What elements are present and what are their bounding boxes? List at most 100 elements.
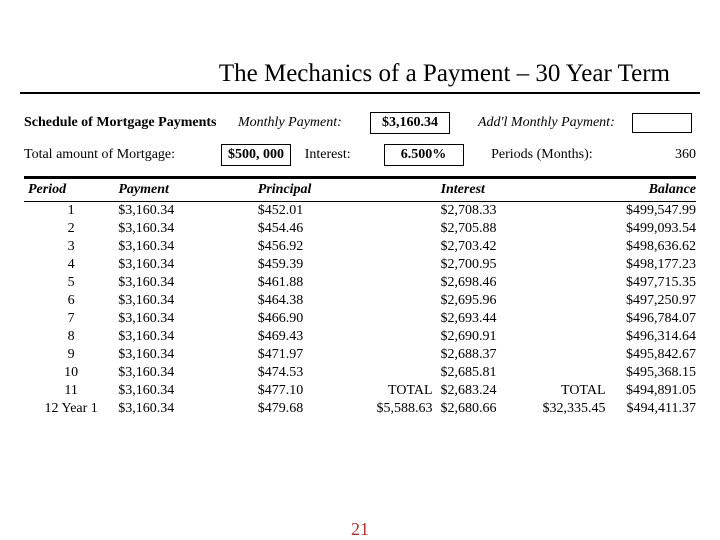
page-number: 21 [351,519,369,540]
interest-value: 6.500% [384,144,464,166]
cell-payment: $3,160.34 [118,329,257,345]
table-row: 10$3,160.34$474.53$2,685.81$495,368.15 [24,364,696,382]
table-row: 1$3,160.34$452.01$2,708.33$499,547.99 [24,202,696,220]
cell-balance: $495,368.15 [614,365,696,381]
cell-principal: $474.53 [258,365,366,381]
cell-total-interest [537,293,614,309]
cell-total-interest [537,221,614,237]
monthly-payment-label: Monthly Payment: [238,115,356,131]
table-row: 7$3,160.34$466.90 $2,693.44 $496,784.07 [24,310,696,328]
cell-total-interest [537,347,614,363]
cell-period: 3 [24,239,118,255]
cell-principal: $471.97 [258,347,366,363]
cell-period: 12 Year 1 [24,401,118,417]
cell-total-interest [537,275,614,291]
table-row: 12 Year 1$3,160.34$479.68$5,588.63$2,680… [24,400,696,418]
cell-total-principal [366,203,441,219]
cell-interest: $2,680.66 [441,401,537,417]
col-interest: Interest [441,182,537,198]
schedule-label: Schedule of Mortgage Payments [24,115,210,131]
page-title: The Mechanics of a Payment – 30 Year Ter… [20,0,700,94]
meta-section: Schedule of Mortgage Payments Monthly Pa… [24,112,696,166]
cell-principal: $469.43 [258,329,366,345]
col-balance: Balance [614,182,696,198]
cell-interest: $2,685.81 [441,365,537,381]
cell-total-principal [366,329,441,345]
interest-label: Interest: [305,147,384,163]
col-spacer-2 [537,182,614,198]
cell-balance: $494,411.37 [614,401,696,417]
addl-payment-label: Add'l Monthly Payment: [478,115,618,131]
cell-interest: $2,690.91 [441,329,537,345]
cell-total-principal [366,365,441,381]
table-row: 9$3,160.34$471.97 $2,688.37 $495,842.67 [24,346,696,364]
cell-period: 10 [24,365,118,381]
table-row: 4$3,160.34$459.39$2,700.95$498,177.23 [24,256,696,274]
cell-total-interest [537,311,614,327]
cell-total-principal [366,221,441,237]
cell-total-interest: TOTAL [537,383,614,399]
cell-principal: $477.10 [258,383,366,399]
cell-interest: $2,693.44 [441,311,537,327]
cell-total-interest [537,257,614,273]
table-row: 3$3,160.34$456.92$2,703.42$498,636.62 [24,238,696,256]
table-row: 2$3,160.34$454.46$2,705.88$499,093.54 [24,220,696,238]
col-spacer-1 [366,182,441,198]
meta-row-2: Total amount of Mortgage: $500, 000 Inte… [24,144,696,166]
cell-period: 2 [24,221,118,237]
cell-total-principal: TOTAL [366,383,441,399]
cell-total-principal [366,275,441,291]
cell-principal: $464.38 [258,293,366,309]
col-payment: Payment [118,182,257,198]
periods-value: 360 [637,147,696,163]
table-row: 8$3,160.34$469.43$2,690.91$496,314.64 [24,328,696,346]
cell-principal: $456.92 [258,239,366,255]
cell-payment: $3,160.34 [118,347,257,363]
cell-period: 7 [24,311,118,327]
cell-period: 9 [24,347,118,363]
cell-principal: $461.88 [258,275,366,291]
cell-total-principal [366,347,441,363]
cell-balance: $495,842.67 [614,347,696,363]
table-row: 6$3,160.34$464.38 $2,695.96 $497,250.97 [24,292,696,310]
cell-payment: $3,160.34 [118,221,257,237]
cell-period: 6 [24,293,118,309]
cell-total-principal: $5,588.63 [366,401,441,417]
cell-total-principal [366,257,441,273]
cell-total-interest [537,329,614,345]
cell-interest: $2,698.46 [441,275,537,291]
cell-balance: $499,093.54 [614,221,696,237]
meta-row-1: Schedule of Mortgage Payments Monthly Pa… [24,112,696,134]
cell-period: 11 [24,383,118,399]
cell-payment: $3,160.34 [118,275,257,291]
cell-period: 8 [24,329,118,345]
cell-balance: $497,250.97 [614,293,696,309]
col-principal: Principal [258,182,366,198]
cell-period: 4 [24,257,118,273]
table-header: Period Payment Principal Interest Balanc… [24,176,696,202]
total-mortgage-label: Total amount of Mortgage: [24,147,207,163]
cell-principal: $466.90 [258,311,366,327]
table-row: 5$3,160.34$461.88$2,698.46$497,715.35 [24,274,696,292]
total-mortgage-value: $500, 000 [221,144,291,166]
cell-interest: $2,703.42 [441,239,537,255]
cell-payment: $3,160.34 [118,293,257,309]
cell-payment: $3,160.34 [118,401,257,417]
cell-interest: $2,695.96 [441,293,537,309]
cell-payment: $3,160.34 [118,311,257,327]
cell-interest: $2,708.33 [441,203,537,219]
cell-payment: $3,160.34 [118,203,257,219]
cell-total-principal [366,311,441,327]
cell-balance: $498,177.23 [614,257,696,273]
cell-total-interest [537,203,614,219]
cell-balance: $496,784.07 [614,311,696,327]
table-row: 11$3,160.34$477.10TOTAL$2,683.24TOTAL$49… [24,382,696,400]
cell-principal: $459.39 [258,257,366,273]
cell-total-principal [366,239,441,255]
cell-interest: $2,683.24 [441,383,537,399]
cell-interest: $2,688.37 [441,347,537,363]
cell-principal: $454.46 [258,221,366,237]
cell-total-interest: $32,335.45 [537,401,614,417]
cell-principal: $452.01 [258,203,366,219]
monthly-payment-value: $3,160.34 [370,112,450,134]
